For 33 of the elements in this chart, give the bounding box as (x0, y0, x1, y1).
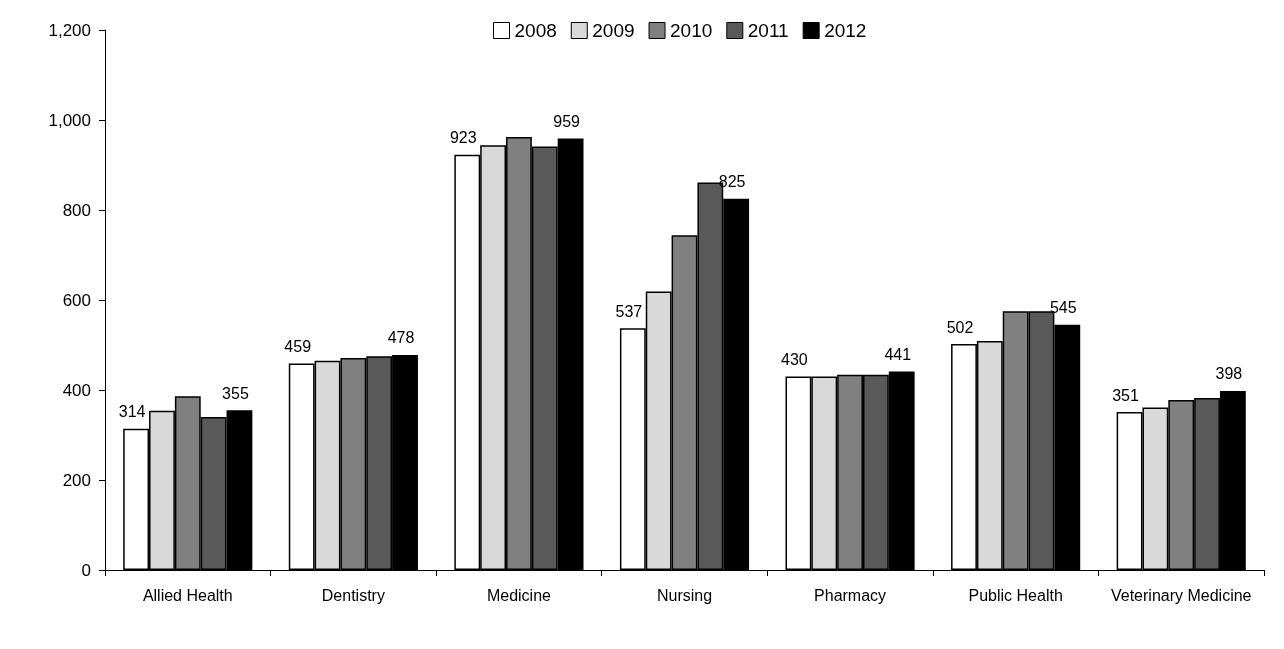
legend-label: 2010 (670, 20, 713, 41)
legend-label: 2011 (747, 20, 789, 41)
data-label: 923 (449, 129, 477, 147)
x-tick-label: Veterinary Medicine (1110, 586, 1252, 604)
x-tick-label: Public Health (968, 586, 1063, 604)
data-label: 430 (781, 351, 808, 368)
data-label: 441 (884, 346, 912, 364)
data-label: 825 (718, 173, 746, 191)
x-tick-label: Medicine (486, 586, 552, 604)
y-tick-label: 1,200 (48, 20, 91, 40)
y-tick-label: 800 (62, 200, 91, 220)
data-label: 314 (118, 403, 146, 421)
x-tick-label: Pharmacy (814, 586, 887, 604)
y-tick-label: 200 (62, 470, 91, 490)
data-label: 351 (1112, 386, 1139, 404)
y-tick-label: 400 (62, 380, 91, 400)
data-label: 459 (284, 337, 312, 355)
y-tick-label: 0 (81, 560, 91, 580)
legend-label: 2009 (592, 20, 635, 41)
data-label: 537 (615, 302, 643, 320)
x-tick-label: Dentistry (321, 586, 385, 604)
legend-label: 2008 (514, 20, 557, 41)
y-tick-label: 600 (62, 290, 91, 310)
data-label: 959 (553, 112, 581, 130)
data-label: 502 (946, 318, 974, 336)
data-label: 478 (387, 329, 415, 347)
x-tick-label: Allied Health (142, 586, 233, 604)
y-tick-label: 1,000 (48, 110, 91, 130)
legend-label: 2012 (824, 20, 867, 41)
data-label: 398 (1215, 365, 1243, 383)
x-tick-label: Nursing (656, 586, 713, 604)
data-label: 545 (1049, 299, 1077, 317)
data-label: 355 (222, 384, 249, 402)
